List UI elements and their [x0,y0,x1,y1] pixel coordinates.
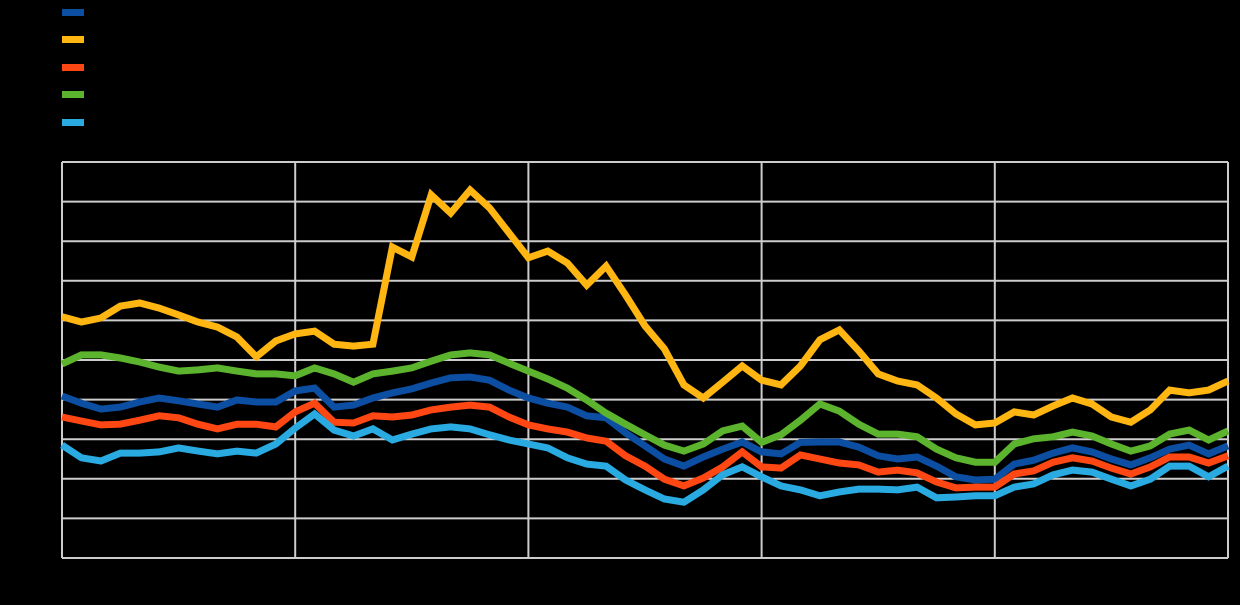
chart-legend [0,0,400,150]
legend-item [62,36,94,44]
legend-swatch-icon [62,118,84,126]
gridlines [61,161,1229,559]
series-5-cyan-line [60,409,1230,506]
legend-swatch-icon [62,91,84,98]
legend-item [62,8,94,16]
legend-swatch-icon [62,8,84,16]
legend-swatch-icon [62,63,84,71]
series-2-yellow-line [61,185,1230,429]
legend-item [62,91,94,99]
series-3-orange-red-line [61,399,1230,492]
legend-swatch-icon [62,36,84,43]
legend-item [62,118,94,126]
series-lines [60,185,1230,506]
series-1-dark-blue-line [60,373,1230,484]
series-4-green-line [60,349,1230,466]
legend-item [62,63,94,71]
